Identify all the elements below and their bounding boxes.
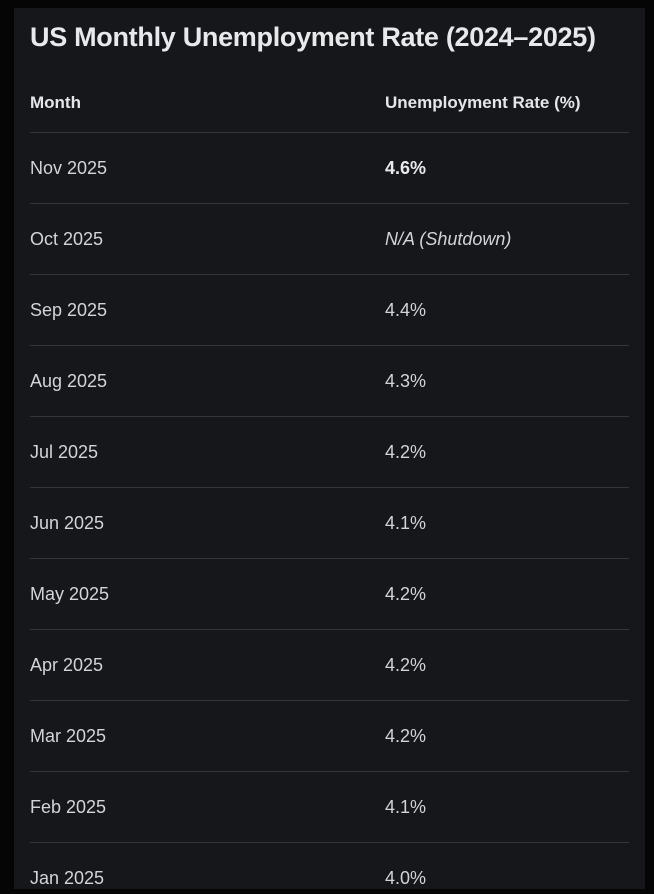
rate-cell: 4.1% xyxy=(385,487,629,559)
month-cell: Nov 2025 xyxy=(30,132,385,204)
rate-cell: 4.4% xyxy=(385,274,629,346)
month-cell: Jan 2025 xyxy=(30,842,385,889)
month-cell: Feb 2025 xyxy=(30,771,385,843)
month-cell: Aug 2025 xyxy=(30,345,385,417)
month-cell: Apr 2025 xyxy=(30,629,385,701)
rate-cell: 4.0% xyxy=(385,842,629,889)
table-body: Nov 2025 4.6% Oct 2025 N/A (Shutdown) Sep 20… xyxy=(30,132,629,889)
table-row: May 2025 4.2% xyxy=(30,558,629,630)
month-cell: Oct 2025 xyxy=(30,203,385,275)
rate-cell: 4.2% xyxy=(385,700,629,772)
table-row: Aug 2025 4.3% xyxy=(30,345,629,417)
column-header-rate: Unemployment Rate (%) xyxy=(385,56,629,133)
table-row: Jun 2025 4.1% xyxy=(30,487,629,559)
month-cell: Mar 2025 xyxy=(30,700,385,772)
rate-cell: 4.1% xyxy=(385,771,629,843)
rate-cell: N/A (Shutdown) xyxy=(385,203,629,275)
rate-cell: 4.2% xyxy=(385,416,629,488)
month-cell: Jul 2025 xyxy=(30,416,385,488)
rate-cell: 4.2% xyxy=(385,558,629,630)
table-row: Jan 2025 4.0% xyxy=(30,842,629,889)
table-row: Feb 2025 4.1% xyxy=(30,771,629,843)
table-row: Mar 2025 4.2% xyxy=(30,700,629,772)
column-header-month: Month xyxy=(30,56,385,133)
table-row: Jul 2025 4.2% xyxy=(30,416,629,488)
rate-cell: 4.6% xyxy=(385,132,629,204)
month-cell: Sep 2025 xyxy=(30,274,385,346)
month-cell: Jun 2025 xyxy=(30,487,385,559)
table-row: Sep 2025 4.4% xyxy=(30,274,629,346)
rate-cell: 4.3% xyxy=(385,345,629,417)
month-cell: May 2025 xyxy=(30,558,385,630)
table-panel: US Monthly Unemployment Rate (2024–2025)… xyxy=(14,8,645,889)
table-row: Oct 2025 N/A (Shutdown) xyxy=(30,203,629,275)
unemployment-table: Month Unemployment Rate (%) Nov 2025 4.6%… xyxy=(30,56,629,889)
rate-cell: 4.2% xyxy=(385,629,629,701)
header-row: Month Unemployment Rate (%) xyxy=(30,56,629,133)
page-title: US Monthly Unemployment Rate (2024–2025) xyxy=(30,22,596,52)
table-row: Nov 2025 4.6% xyxy=(30,132,629,204)
table-row: Apr 2025 4.2% xyxy=(30,629,629,701)
